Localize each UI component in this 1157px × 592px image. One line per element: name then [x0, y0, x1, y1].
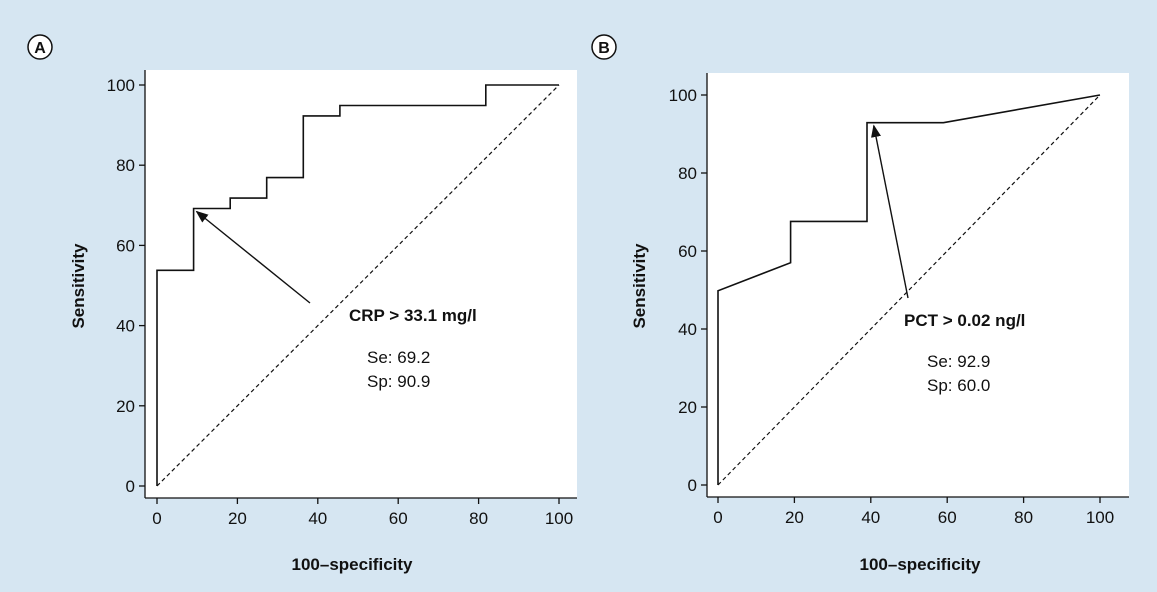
y-tick-label: 80 — [116, 156, 135, 175]
roc-chart-a: A 0 20 40 60 80 100 0 20 40 60 80 100 100–specificity… — [27, 34, 577, 574]
y-tick-label: 0 — [688, 476, 697, 495]
annotation-arrow — [195, 210, 311, 304]
sensitivity-value-label: Se: 69.2 — [367, 348, 430, 367]
y-tick-label: 0 — [126, 477, 135, 496]
y-tick-label: 100 — [107, 76, 135, 95]
y-tick-label: 60 — [116, 236, 135, 255]
specificity-value-label: Sp: 60.0 — [927, 376, 990, 395]
annotation-arrow — [871, 124, 909, 299]
x-tick-label: 0 — [713, 508, 722, 527]
x-axis-title: 100–specificity — [292, 555, 414, 574]
y-axis-title: Sensitivity — [630, 243, 649, 329]
plot-area — [145, 70, 577, 498]
x-axis-title: 100–specificity — [860, 555, 982, 574]
panel-label-badge: A — [27, 34, 53, 60]
panel-label: A — [34, 40, 46, 57]
panel-label: B — [598, 40, 610, 57]
roc-curve-line — [717, 94, 1101, 485]
cutoff-annotation-title: PCT > 0.02 ng/l — [904, 311, 1025, 330]
y-tick-label: 20 — [678, 398, 697, 417]
panel-label-badge: B — [591, 34, 617, 60]
chart-panel-a: A 0 20 40 60 80 100 0 20 40 60 80 100 100–specificity… — [0, 0, 578, 592]
x-tick-label: 80 — [1014, 508, 1033, 527]
specificity-value-label: Sp: 90.9 — [367, 372, 430, 391]
y-tick-label: 60 — [678, 242, 697, 261]
x-tick-label: 20 — [228, 509, 247, 528]
x-tick-label: 40 — [861, 508, 880, 527]
x-tick-label: 80 — [469, 509, 488, 528]
y-axis-title: Sensitivity — [69, 243, 88, 329]
x-tick-label: 100 — [1086, 508, 1114, 527]
x-tick-label: 100 — [545, 509, 573, 528]
x-tick-label: 20 — [785, 508, 804, 527]
cutoff-annotation-title: CRP > 33.1 mg/l — [349, 306, 477, 325]
y-tick-label: 80 — [678, 164, 697, 183]
y-tick-label: 20 — [116, 397, 135, 416]
y-tick-label: 40 — [678, 320, 697, 339]
x-tick-label: 0 — [152, 509, 161, 528]
plot-area — [707, 73, 1129, 497]
sensitivity-value-label: Se: 92.9 — [927, 352, 990, 371]
x-tick-label: 60 — [389, 509, 408, 528]
roc-curve-line — [156, 84, 559, 486]
y-tick-label: 40 — [116, 317, 135, 336]
chart-panel-b: B 0 20 40 60 80 100 0 20 40 60 80 100 100–specificity… — [578, 0, 1157, 592]
x-tick-label: 40 — [308, 509, 327, 528]
y-tick-label: 100 — [669, 86, 697, 105]
x-tick-label: 60 — [938, 508, 957, 527]
roc-chart-b: B 0 20 40 60 80 100 0 20 40 60 80 100 100–specificity… — [591, 34, 1129, 574]
reference-diagonal-line — [156, 84, 560, 487]
